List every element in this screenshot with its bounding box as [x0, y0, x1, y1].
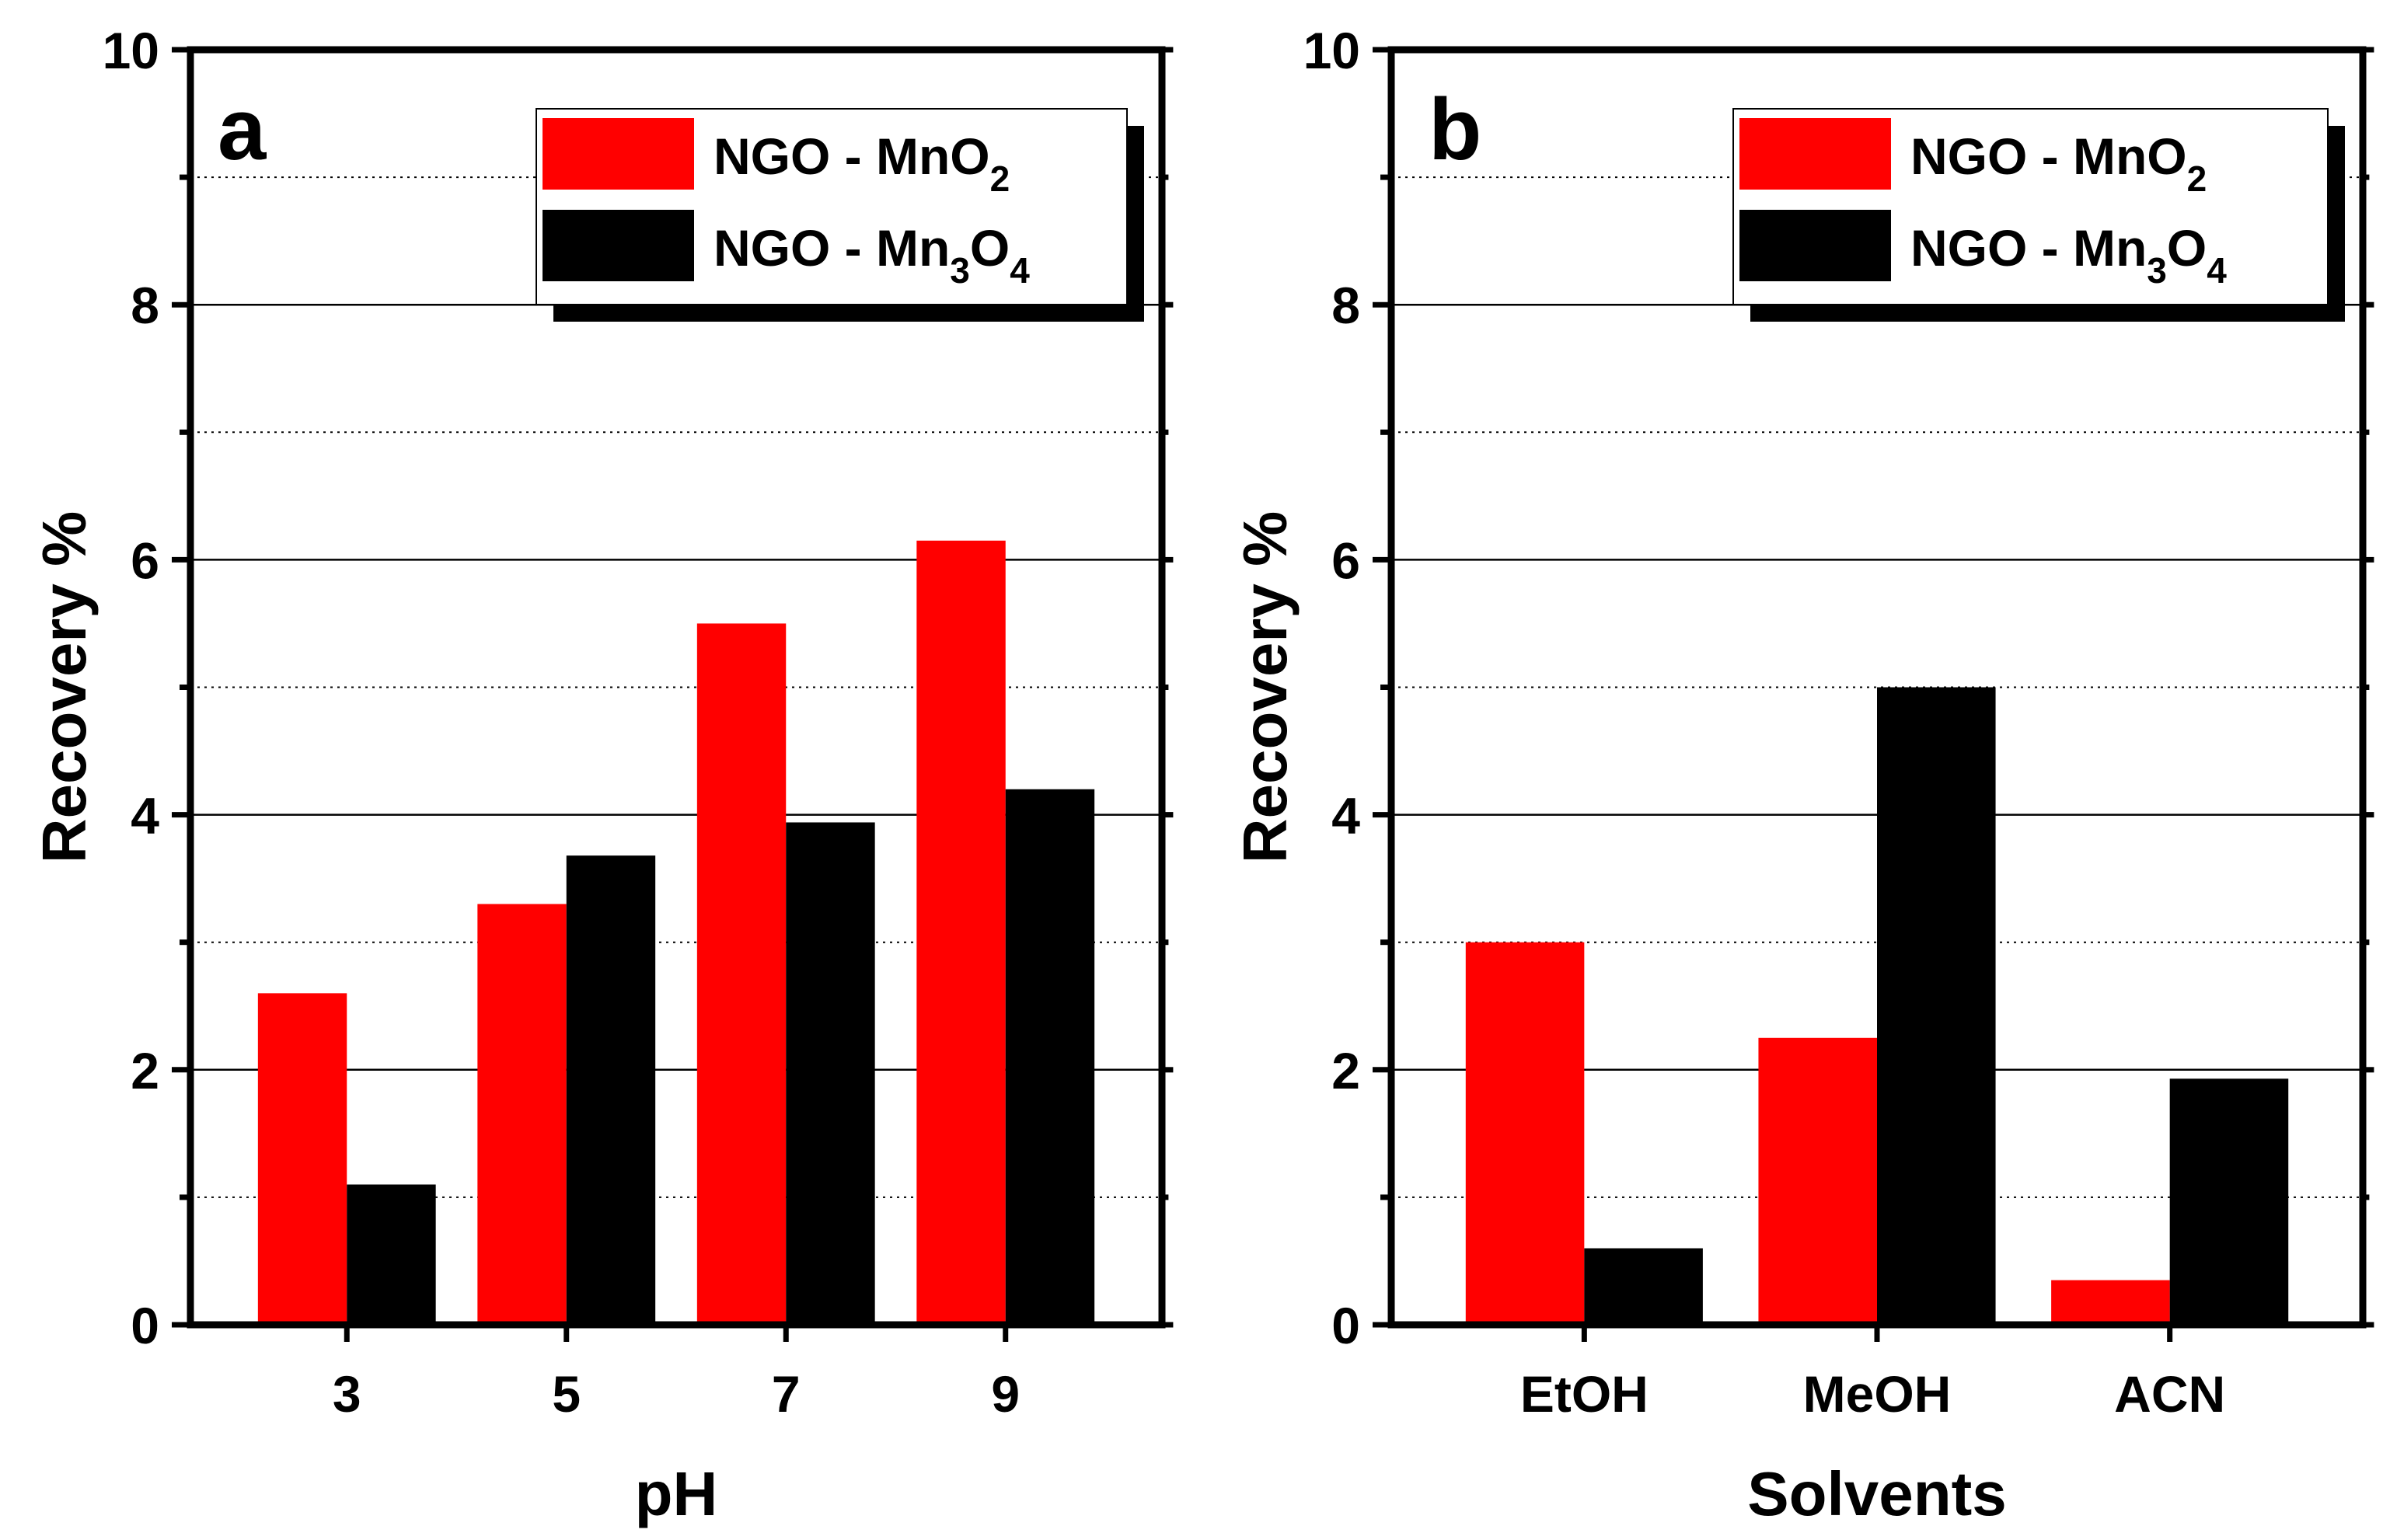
legend-text-sub: 2 — [2187, 159, 2207, 199]
y-tick-label: 10 — [1303, 22, 1360, 79]
x-tick-label: ACN — [2114, 1365, 2225, 1423]
y-tick-label: 6 — [131, 531, 159, 589]
x-tick-label: 7 — [772, 1365, 801, 1423]
x-tick-label: MeOH — [1803, 1365, 1952, 1423]
bar-acn-series-2 — [2169, 1078, 2289, 1325]
bar-7-series-2 — [786, 822, 875, 1325]
bar-5-series-1 — [477, 904, 567, 1325]
legend-text-tail: O — [2167, 219, 2207, 277]
legend-swatch-2 — [543, 210, 694, 281]
legend-text-sub: 3 — [2147, 250, 2167, 291]
bar-etoh-series-1 — [1465, 942, 1585, 1325]
legend-entry-1: NGO - MnO2 — [1910, 127, 2207, 199]
y-tick-label: 8 — [1331, 277, 1360, 334]
x-tick-label: EtOH — [1520, 1365, 1649, 1423]
legend-text-main: NGO - Mn — [1910, 219, 2147, 277]
bar-etoh-series-2 — [1584, 1248, 1703, 1325]
legend-text-sub: 2 — [990, 159, 1010, 199]
x-tick-label: 5 — [552, 1365, 581, 1423]
legend-swatch-1 — [1739, 118, 1891, 190]
bar-3-series-2 — [347, 1184, 436, 1325]
y-tick-label: 4 — [1331, 787, 1360, 845]
y-tick-label: 2 — [131, 1042, 159, 1099]
legend-text-sub2: 4 — [1010, 250, 1030, 291]
legend-text-sub: 3 — [950, 250, 970, 291]
y-tick-label: 2 — [1331, 1042, 1360, 1099]
y-tick-label: 10 — [103, 22, 159, 79]
legend-text-main: NGO - Mn — [714, 219, 950, 277]
legend-text-main: NGO - MnO — [714, 127, 990, 185]
x-tick-label: 3 — [333, 1365, 361, 1423]
bar-7-series-1 — [696, 623, 787, 1325]
y-tick-label: 6 — [1331, 531, 1360, 589]
bar-9-series-2 — [1005, 789, 1095, 1325]
legend-swatch-2 — [1739, 210, 1891, 281]
chart-panel-b: 0 2 4 6 8 10 EtOH MeOH ACN Solvents Recovery % b NGO… — [1230, 22, 2374, 1528]
legend-entry-2: NGO - Mn3O4 — [1910, 219, 2227, 291]
y-tick-label: 4 — [131, 787, 159, 845]
y-tick-label: 0 — [131, 1297, 159, 1354]
y-axis-title: Recovery % — [1230, 511, 1300, 864]
panel-label: a — [218, 81, 267, 178]
legend-entry-1: NGO - MnO2 — [714, 127, 1010, 199]
legend-entry-2: NGO - Mn3O4 — [714, 219, 1030, 291]
legend-text-sub2: 4 — [2207, 250, 2227, 291]
bar-3-series-1 — [257, 993, 347, 1325]
bar-acn-series-1 — [2051, 1280, 2170, 1325]
x-tick-label: 9 — [991, 1365, 1020, 1423]
bar-meoh-series-1 — [1758, 1037, 1877, 1325]
y-axis-title: Recovery % — [30, 511, 99, 864]
y-tick-label: 8 — [131, 277, 159, 334]
x-axis-title: pH — [635, 1459, 718, 1528]
bar-5-series-2 — [566, 855, 656, 1325]
legend-text-main: NGO - MnO — [1910, 127, 2187, 185]
legend-swatch-1 — [543, 118, 694, 190]
bar-meoh-series-2 — [1877, 687, 1996, 1325]
bar-9-series-1 — [916, 540, 1006, 1325]
panel-label: b — [1429, 81, 1481, 178]
legend-text-tail: O — [970, 219, 1010, 277]
x-axis-title: Solvents — [1747, 1459, 2006, 1528]
y-tick-label: 0 — [1331, 1297, 1360, 1354]
